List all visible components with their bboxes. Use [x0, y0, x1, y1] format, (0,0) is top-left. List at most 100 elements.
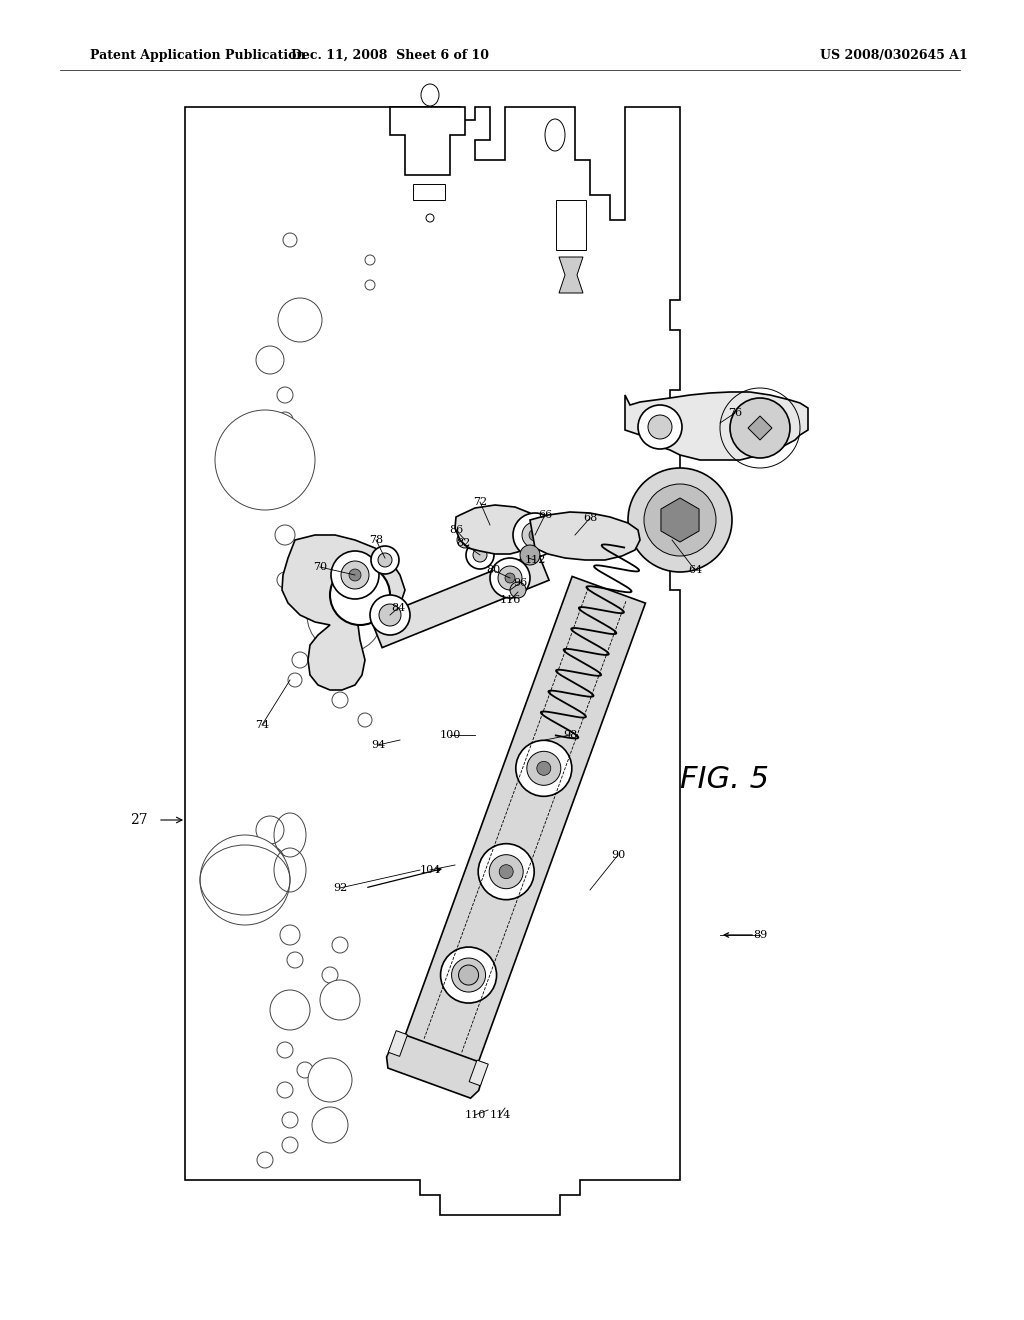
Circle shape [283, 234, 297, 247]
Text: 116: 116 [500, 595, 520, 605]
Text: 100: 100 [439, 730, 461, 741]
Polygon shape [282, 535, 406, 690]
Circle shape [256, 846, 284, 874]
Text: 74: 74 [255, 719, 269, 730]
Circle shape [282, 1137, 298, 1152]
Circle shape [307, 543, 323, 558]
Circle shape [371, 546, 399, 574]
Text: 98: 98 [563, 730, 578, 741]
Polygon shape [455, 506, 542, 554]
Circle shape [308, 1059, 352, 1102]
Circle shape [516, 741, 571, 796]
Circle shape [466, 541, 494, 569]
Polygon shape [559, 257, 583, 293]
Circle shape [513, 513, 557, 557]
Circle shape [365, 255, 375, 265]
Circle shape [282, 1111, 298, 1129]
Circle shape [457, 532, 473, 548]
Circle shape [505, 573, 515, 583]
Circle shape [489, 854, 523, 888]
Circle shape [331, 550, 379, 599]
Text: FIG. 5: FIG. 5 [680, 766, 769, 795]
Circle shape [278, 572, 293, 587]
Polygon shape [388, 1031, 408, 1056]
Circle shape [319, 979, 360, 1020]
Text: Dec. 11, 2008  Sheet 6 of 10: Dec. 11, 2008 Sheet 6 of 10 [291, 49, 489, 62]
Circle shape [478, 843, 535, 900]
Text: 94: 94 [371, 741, 385, 750]
Circle shape [332, 937, 348, 953]
Circle shape [490, 558, 530, 598]
Circle shape [520, 545, 540, 565]
Circle shape [648, 414, 672, 440]
Circle shape [529, 529, 541, 541]
Circle shape [332, 692, 348, 708]
Circle shape [278, 298, 322, 342]
Text: 27: 27 [130, 813, 148, 828]
Circle shape [322, 968, 338, 983]
Circle shape [200, 836, 290, 925]
Circle shape [278, 387, 293, 403]
Circle shape [297, 1063, 313, 1078]
Circle shape [628, 469, 732, 572]
Circle shape [459, 965, 478, 985]
Text: 104: 104 [419, 865, 440, 875]
Circle shape [332, 557, 348, 573]
Circle shape [452, 958, 485, 993]
Polygon shape [660, 498, 699, 543]
Text: 89: 89 [753, 931, 767, 940]
Circle shape [379, 605, 401, 626]
Circle shape [341, 561, 369, 589]
Bar [413, 183, 445, 201]
Circle shape [473, 548, 487, 562]
Text: 86: 86 [449, 525, 463, 535]
Polygon shape [530, 512, 640, 560]
Text: 76: 76 [728, 408, 742, 418]
Circle shape [365, 280, 375, 290]
Circle shape [257, 1152, 273, 1168]
Text: 80: 80 [485, 565, 500, 576]
Circle shape [330, 565, 390, 624]
Circle shape [278, 1082, 293, 1098]
Circle shape [307, 577, 383, 653]
Circle shape [256, 346, 284, 374]
Circle shape [440, 946, 497, 1003]
Circle shape [280, 925, 300, 945]
Circle shape [526, 751, 561, 785]
Circle shape [499, 865, 513, 879]
Circle shape [638, 405, 682, 449]
Circle shape [312, 1107, 348, 1143]
Text: 66: 66 [538, 510, 552, 520]
Polygon shape [625, 392, 808, 459]
Circle shape [270, 990, 310, 1030]
Text: 78: 78 [369, 535, 383, 545]
Circle shape [378, 553, 392, 568]
Bar [556, 201, 586, 249]
Circle shape [278, 412, 293, 428]
Text: 96: 96 [513, 578, 527, 587]
Circle shape [498, 566, 522, 590]
Circle shape [278, 1041, 293, 1059]
Polygon shape [469, 1060, 488, 1086]
Circle shape [537, 762, 551, 775]
Circle shape [370, 595, 410, 635]
Circle shape [349, 569, 361, 581]
Text: 92: 92 [333, 883, 347, 894]
Circle shape [275, 525, 295, 545]
Polygon shape [185, 107, 680, 1214]
Circle shape [291, 586, 319, 614]
Text: US 2008/0302645 A1: US 2008/0302645 A1 [820, 49, 968, 62]
Text: 110: 110 [464, 1110, 485, 1119]
Text: 90: 90 [611, 850, 625, 861]
Circle shape [243, 422, 257, 437]
Circle shape [730, 399, 790, 458]
Circle shape [287, 952, 303, 968]
Text: 70: 70 [313, 562, 327, 572]
Circle shape [256, 816, 284, 843]
Polygon shape [748, 416, 772, 440]
Circle shape [462, 968, 475, 982]
Text: 112: 112 [524, 554, 546, 565]
Circle shape [510, 582, 526, 598]
Text: 68: 68 [583, 513, 597, 523]
Text: 64: 64 [688, 565, 702, 576]
